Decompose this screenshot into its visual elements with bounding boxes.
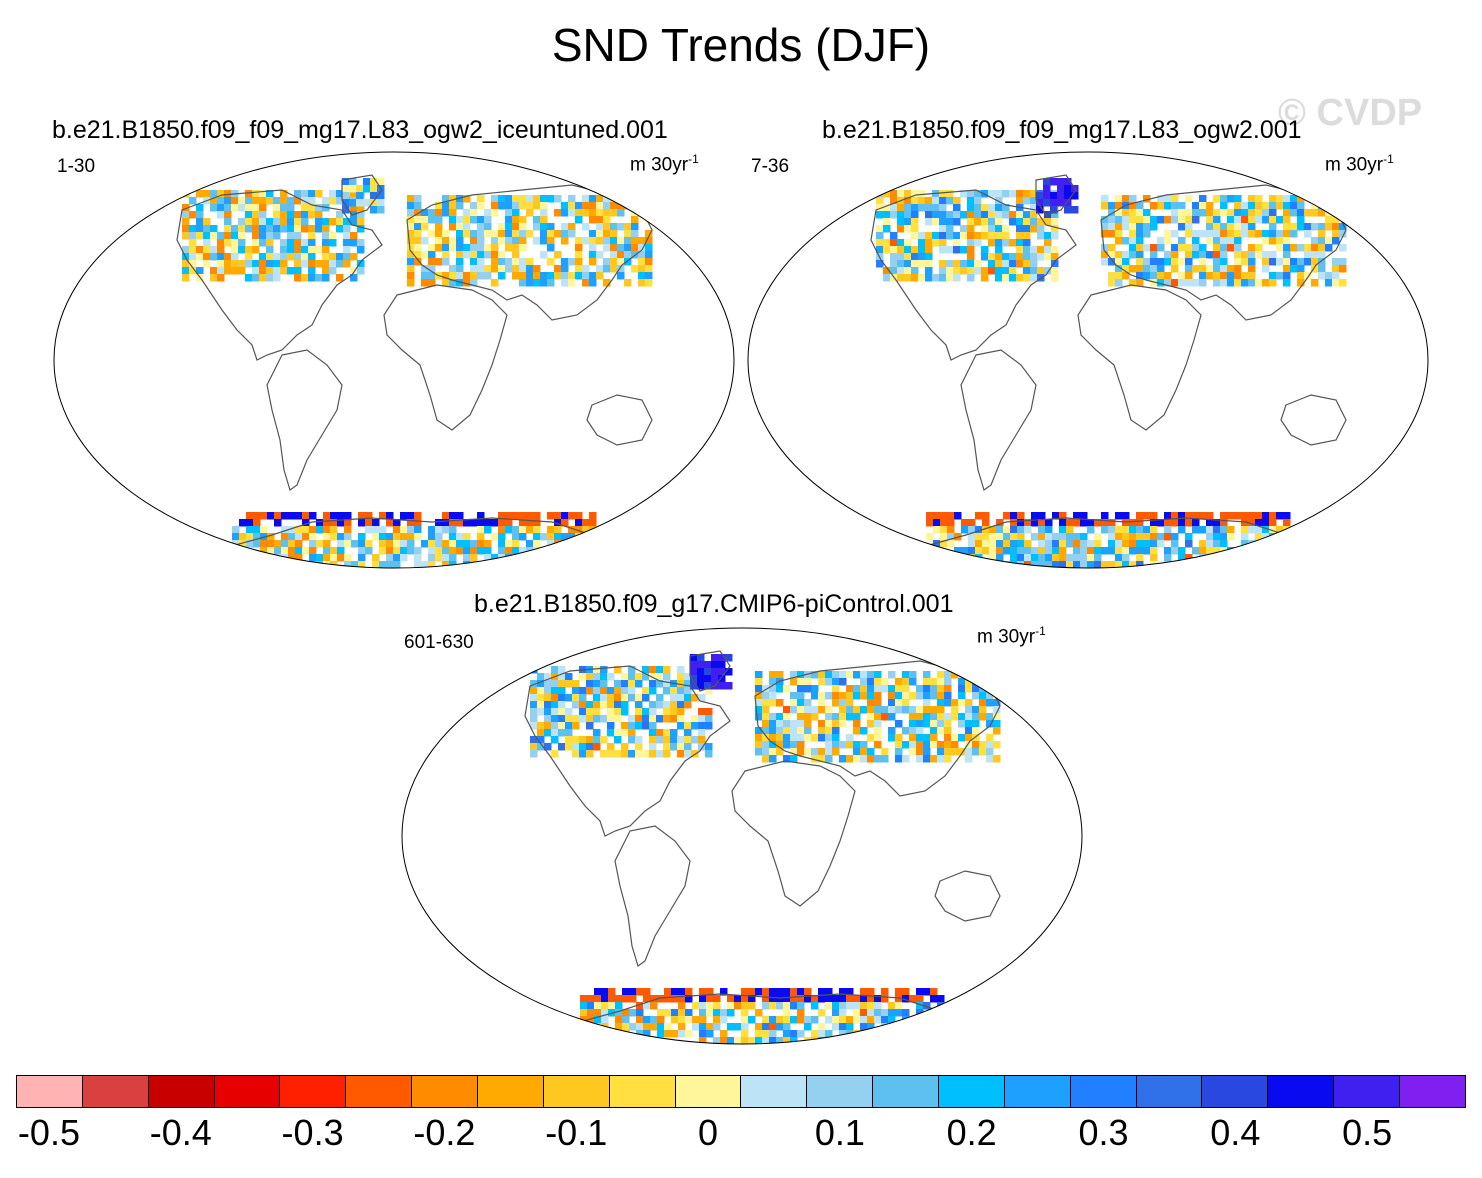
colorbar-swatch [741,1076,808,1107]
colorbar-tick-label: 0.2 [946,1112,997,1153]
panel-2-title: b.e21.B1850.f09_f09_mg17.L83_ogw2.001 [822,116,1302,144]
colorbar-swatch [346,1076,413,1107]
colorbar-swatch [873,1076,940,1107]
coastline-northAmerica [176,189,383,361]
panel-3-years: 601-630 [404,632,474,653]
colorbar-swatch [1136,1076,1203,1107]
coastline-eurasia [406,184,653,321]
coastline-africa [731,760,856,907]
coastline-eurasia [754,660,1001,797]
panel-2-map [747,151,1429,569]
panel-1-map [53,151,735,569]
panel-2-years: 7-36 [751,156,790,177]
colorbar-tick-label: 0.3 [1078,1112,1129,1153]
coastline-antarctica [215,517,594,568]
panel-3-map [401,627,1083,1045]
colorbar-swatch [280,1076,347,1107]
colorbar-tick-label: 0 [698,1112,719,1153]
colorbar-swatch [1268,1076,1335,1107]
panel-1-years: 1-30 [57,156,96,177]
coastline-northAmerica [870,189,1077,361]
colorbar-swatch [412,1076,479,1107]
coastline-southAmerica [960,349,1037,491]
figure-title: SND Trends (DJF) [551,19,931,71]
colorbar-tick-label: 0.5 [1342,1112,1393,1153]
coastline-africa [1077,284,1202,431]
colorbar-swatch [1202,1076,1269,1107]
coastline-antarctica [909,517,1288,568]
colorbar-tick-label: -0.2 [413,1112,476,1153]
coastline-greenland [689,650,731,692]
colorbar [16,1075,1466,1108]
colorbar-swatch [82,1076,149,1107]
coastline-australia [1280,394,1347,446]
colorbar-swatch [1400,1076,1465,1107]
colorbar-tick-label: 0.1 [814,1112,865,1153]
coastline-northAmerica [524,665,731,837]
panel-1-title: b.e21.B1850.f09_f09_mg17.L83_ogw2_iceunt… [52,116,668,144]
map-border [401,627,1083,1045]
colorbar-swatch [1004,1076,1071,1107]
colorbar-tick-label: 0.4 [1210,1112,1261,1153]
map-border [747,151,1429,569]
colorbar-swatch [1070,1076,1137,1107]
map-border [53,151,735,569]
cvdp-watermark: © CVDP [1278,92,1423,134]
coastline-southAmerica [614,825,691,967]
colorbar-swatch [807,1076,874,1107]
colorbar-tick-label: -0.5 [17,1112,80,1153]
panel-3-title: b.e21.B1850.f09_g17.CMIP6-piControl.001 [474,590,954,618]
colorbar-tick-label: -0.1 [545,1112,608,1153]
coastline-greenland [1035,174,1077,216]
colorbar-swatch [17,1076,83,1107]
colorbar-swatch [609,1076,676,1107]
colorbar-swatch [675,1076,742,1107]
colorbar-swatch [1334,1076,1401,1107]
colorbar-tick-label: -0.3 [281,1112,344,1153]
colorbar-swatch [214,1076,281,1107]
coastline-greenland [341,174,383,216]
colorbar-swatch [543,1076,610,1107]
colorbar-tick-label: -0.4 [149,1112,212,1153]
coastline-australia [586,394,653,446]
panel-2-units: m 30yr-1 [1325,152,1394,176]
panel-3-units: m 30yr-1 [977,624,1046,648]
coastline-eurasia [1100,184,1347,321]
colorbar-swatch [478,1076,544,1107]
coastline-australia [934,870,1001,922]
coastline-southAmerica [266,349,343,491]
coastline-antarctica [563,993,942,1044]
coastline-africa [383,284,508,431]
colorbar-swatch [939,1076,1005,1107]
panel-1-units: m 30yr-1 [630,152,699,176]
colorbar-swatch [148,1076,215,1107]
